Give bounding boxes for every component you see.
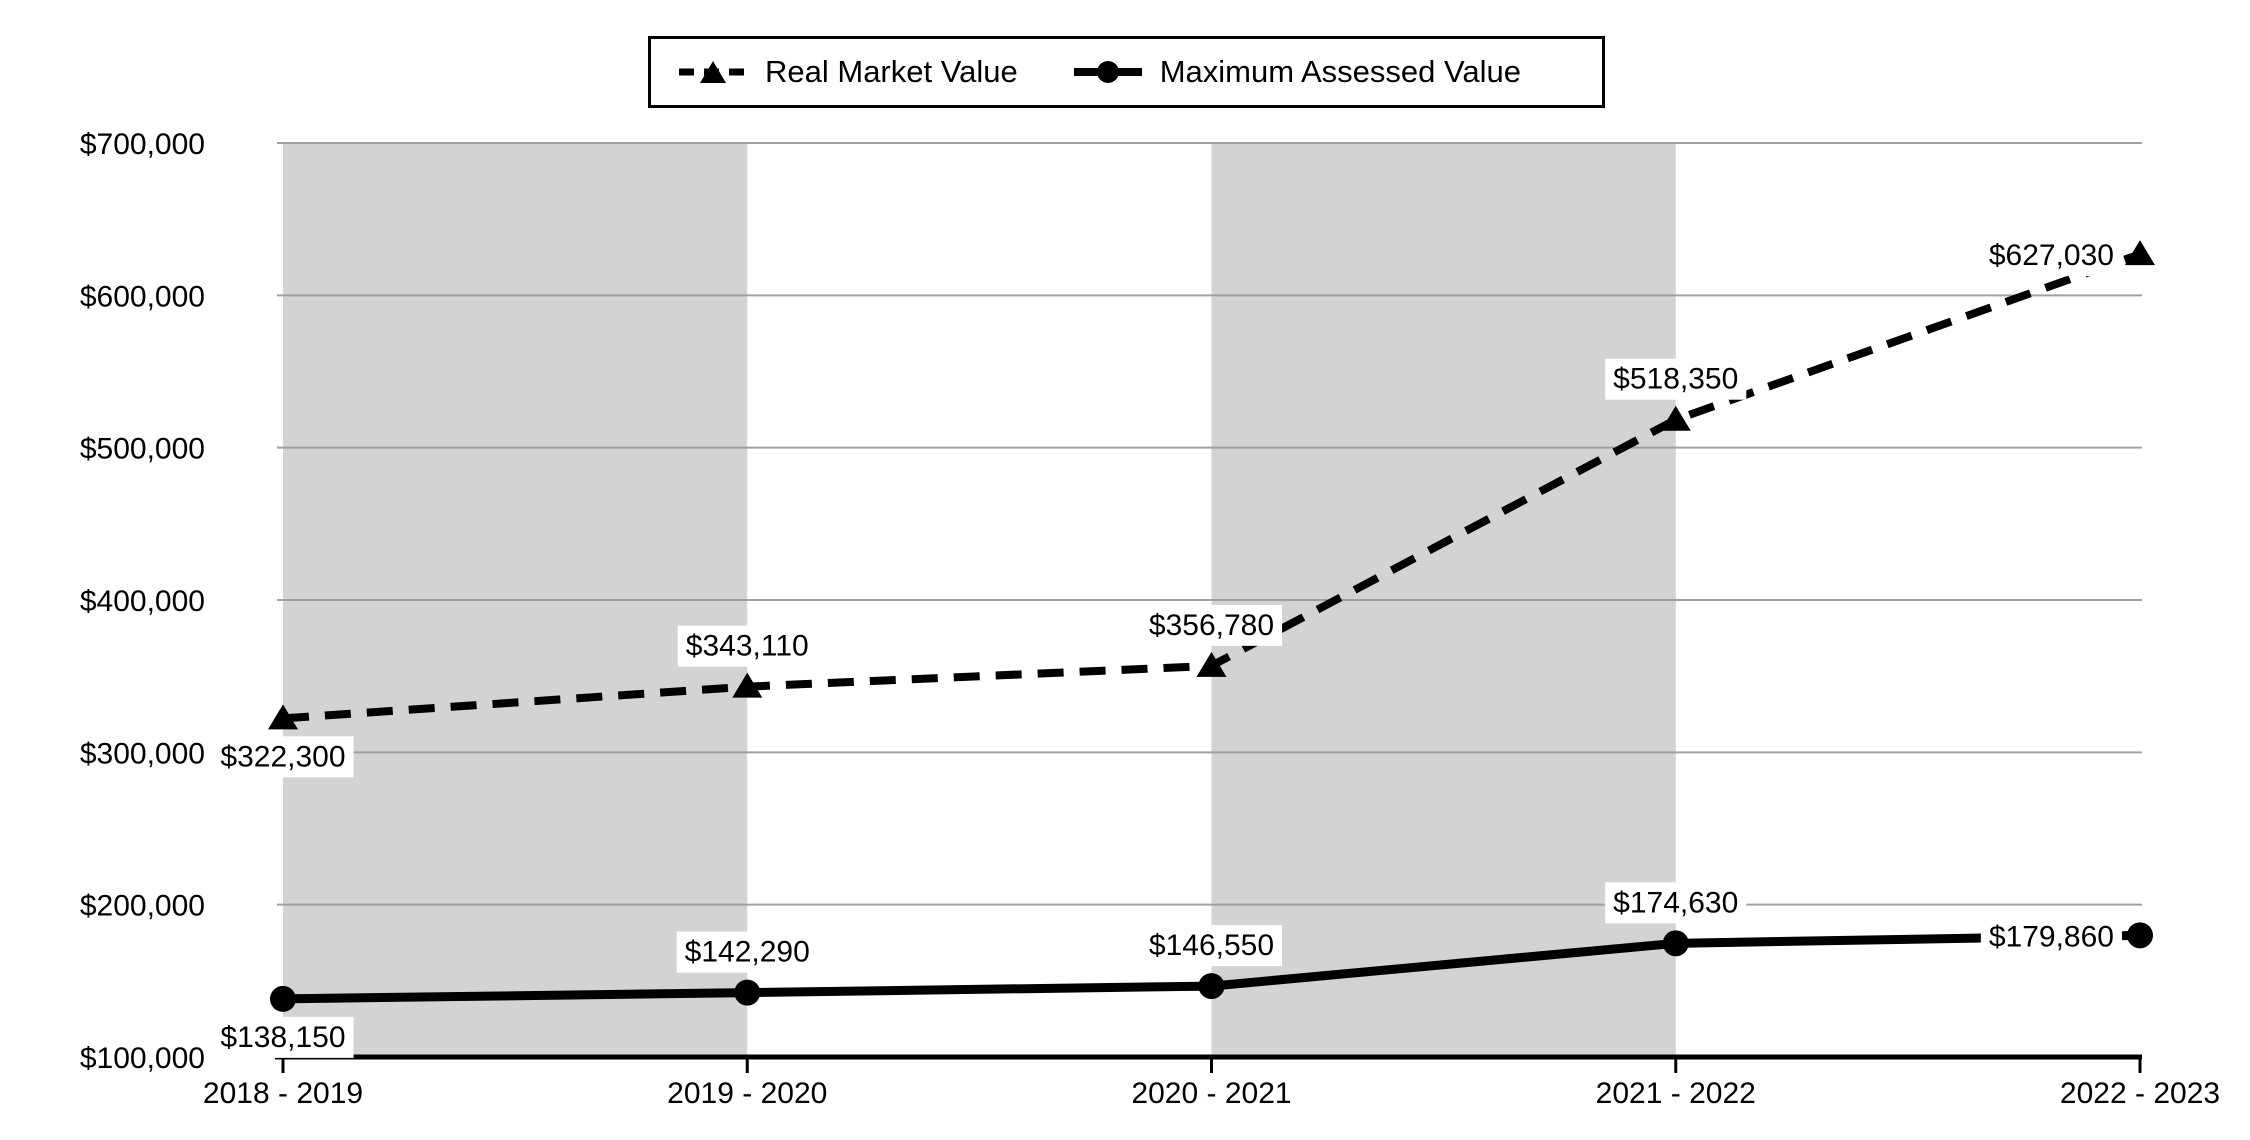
data-label: $518,350 <box>1613 363 1738 396</box>
y-axis-label: $300,000 <box>80 737 205 770</box>
solid-line-circle-marker-icon <box>1073 61 1142 83</box>
real-market-value-marker <box>1660 405 1691 431</box>
data-label: $138,150 <box>220 1021 345 1054</box>
legend-item-label: Real Market Value <box>765 54 1018 89</box>
data-label: $627,030 <box>1989 239 2114 272</box>
data-label-background <box>1140 604 1283 646</box>
data-label-background <box>1605 358 1747 400</box>
x-axis-label: 2018 - 2019 <box>203 1077 363 1110</box>
data-label: $142,290 <box>685 936 810 969</box>
data-label-background <box>1980 235 2122 277</box>
y-axis-label: $200,000 <box>80 890 205 923</box>
real-market-value-marker <box>268 704 298 730</box>
data-label-background <box>677 625 817 667</box>
maximum-assessed-value-marker <box>734 979 761 1006</box>
data-label-background <box>1605 882 1747 924</box>
y-axis-label: $500,000 <box>80 433 205 466</box>
legend: Real Market Value Maximum Assessed Value <box>648 36 1605 108</box>
real-market-value-marker <box>2125 240 2155 266</box>
data-label: $356,780 <box>1149 609 1274 642</box>
y-axis-label: $400,000 <box>80 585 205 618</box>
x-axis-label: 2022 - 2023 <box>2060 1077 2220 1110</box>
y-axis-label: $700,000 <box>80 128 205 161</box>
legend-item-label: Maximum Assessed Value <box>1159 54 1521 89</box>
maximum-assessed-value-marker <box>270 985 296 1012</box>
legend-item-real-market-value: Real Market Value <box>677 54 1018 90</box>
data-label-background <box>212 1016 354 1058</box>
legend-item-maximum-assessed-value: Maximum Assessed Value <box>1072 54 1521 90</box>
data-label: $146,550 <box>1149 929 1274 962</box>
data-label-background <box>212 736 354 778</box>
x-axis-label: 2021 - 2022 <box>1596 1077 1756 1110</box>
x-axis-label: 2020 - 2021 <box>1131 1077 1291 1110</box>
data-label-background <box>676 931 818 973</box>
x-axis-label: 2019 - 2020 <box>667 1077 827 1110</box>
real-market-value-marker <box>732 672 763 698</box>
maximum-assessed-value-marker <box>1198 973 1225 1000</box>
data-label: $179,860 <box>1989 920 2114 953</box>
data-label: $174,630 <box>1613 886 1738 919</box>
data-label-background <box>1140 925 1283 967</box>
data-label: $322,300 <box>220 740 345 773</box>
y-axis-label: $600,000 <box>80 280 205 313</box>
dashed-line-triangle-marker-icon <box>679 61 747 83</box>
maximum-assessed-value-marker <box>2127 922 2153 949</box>
maximum-assessed-value-marker <box>1662 930 1689 957</box>
data-label-background <box>1980 916 2122 958</box>
y-axis-label: $100,000 <box>80 1042 205 1075</box>
data-label: $343,110 <box>686 630 809 663</box>
real-market-value-marker <box>1196 651 1227 677</box>
